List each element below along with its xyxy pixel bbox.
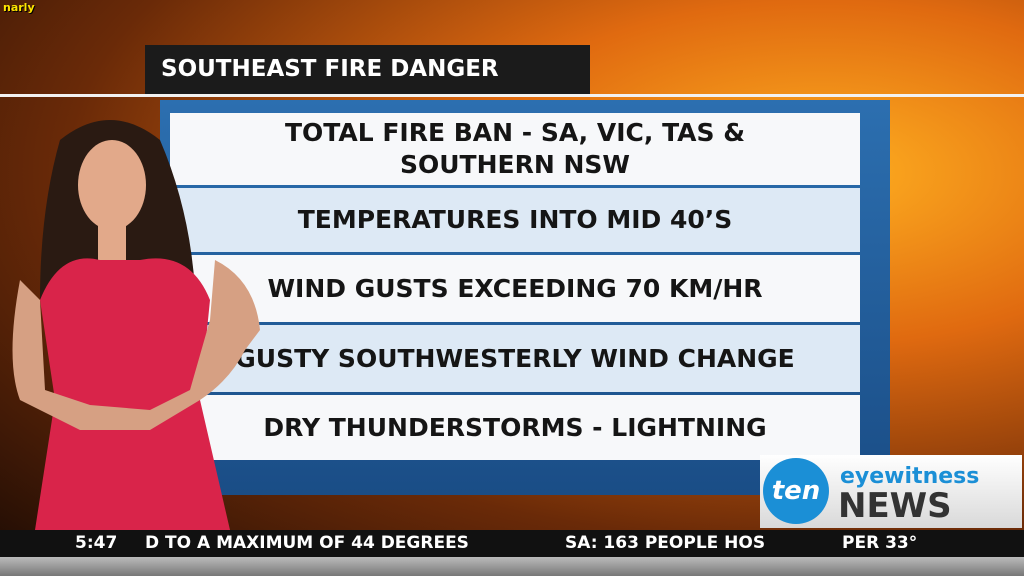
arms xyxy=(12,260,260,430)
divider xyxy=(0,94,1024,97)
dress xyxy=(35,258,230,530)
logo-top: eyewitness xyxy=(840,464,979,489)
ticker-item: SA: 163 PEOPLE HOS xyxy=(565,533,766,553)
item: TOTAL FIRE BAN - SA, VIC, TAS & SOUTHERN… xyxy=(170,113,860,185)
channel-tag: narly xyxy=(3,1,35,14)
bottom-strip xyxy=(0,557,1024,576)
item: DRY THUNDERSTORMS - LIGHTNING xyxy=(170,395,860,460)
ticker-weather: PER 33° xyxy=(842,533,918,553)
item: GUSTY SOUTHWESTERLY WIND CHANGE xyxy=(170,325,860,392)
ticker-item: D TO A MAXIMUM OF 44 DEGREES xyxy=(145,533,469,553)
neck xyxy=(98,220,126,260)
face xyxy=(78,140,146,230)
logo-art: ten eyewitness NEWS xyxy=(763,458,979,526)
logo-bottom: NEWS xyxy=(838,486,952,526)
logo-badge-circle xyxy=(763,458,829,524)
logo: ten eyewitness NEWS xyxy=(760,455,1022,528)
ticker-time: 5:47 xyxy=(75,533,118,553)
logo-badge: ten xyxy=(772,476,821,506)
presenter xyxy=(12,120,260,530)
item: TEMPERATURES INTO MID 40’S xyxy=(170,188,860,252)
graphic-title: SOUTHEAST FIRE DANGER xyxy=(145,45,590,94)
item: WIND GUSTS EXCEEDING 70 KM/HR xyxy=(170,255,860,322)
ticker: 5:47 D TO A MAXIMUM OF 44 DEGREES SA: 16… xyxy=(0,530,1024,557)
